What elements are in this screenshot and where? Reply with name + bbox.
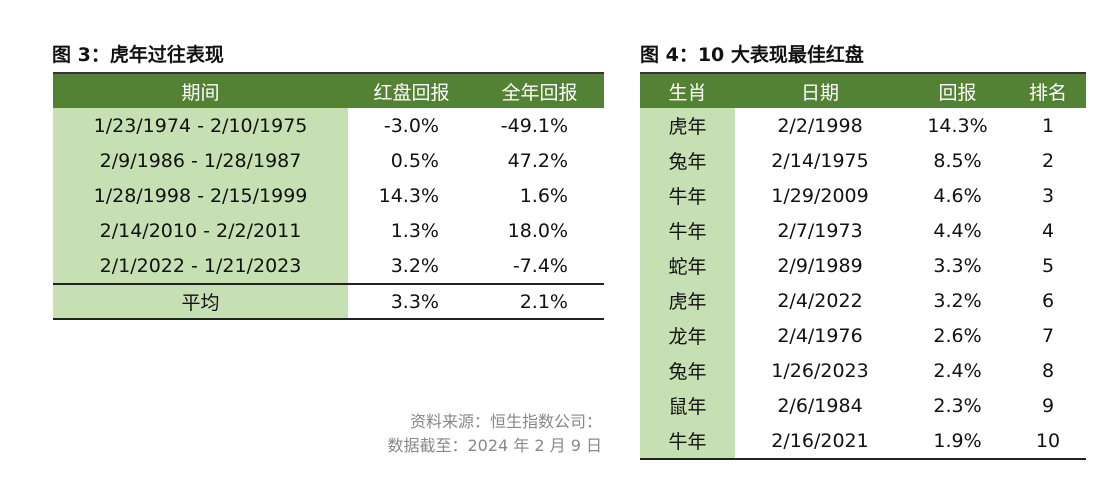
rank-cell: 9 xyxy=(1041,394,1055,417)
zodiac-cell: 兔年 xyxy=(640,143,735,178)
date-cell: 2/4/1976 xyxy=(777,324,863,347)
year-return-cell: -49.1% xyxy=(500,114,568,137)
date-cell: 2/14/1975 xyxy=(771,149,869,172)
date-cell: 2/16/2021 xyxy=(735,423,905,460)
header-rank: 排名 xyxy=(1010,72,1086,108)
period-cell: 1/28/1998 - 2/15/1999 xyxy=(53,178,348,213)
return-cell: 3.2% xyxy=(933,289,982,312)
zodiac-cell: 牛年 xyxy=(640,213,735,248)
return-cell: 8.5% xyxy=(933,149,982,172)
red-return-cell: 1.3% xyxy=(390,219,439,242)
zodiac-cell: 鼠年 xyxy=(640,388,735,423)
rank-cell: 8 xyxy=(1041,359,1055,382)
header-red-return: 红盘回报 xyxy=(348,72,475,108)
table-row: 虎年 2/2/1998 14.3% 1 xyxy=(640,108,1086,143)
period-cell: 2/1/2022 - 1/21/2023 xyxy=(53,248,348,284)
date-cell: 1/26/2023 xyxy=(771,359,869,382)
top10-table: 生肖 日期 回报 排名 虎年 2/2/1998 14.3% 1 兔年 2/14/1975 8… xyxy=(640,72,1086,460)
rank-cell: 3 xyxy=(1041,184,1055,207)
average-red-return: 3.3% xyxy=(348,283,475,320)
period-cell: 2/9/1986 - 1/28/1987 xyxy=(53,143,348,178)
rank-cell: 10 xyxy=(1010,423,1086,460)
table-row: 鼠年 2/6/1984 2.3% 9 xyxy=(640,388,1086,423)
table-row: 牛年 1/29/2009 4.6% 3 xyxy=(640,178,1086,213)
tiger-year-table: 期间 红盘回报 全年回报 1/23/1974 - 2/10/1975 -3.0% -… xyxy=(53,72,604,320)
period-cell: 2/14/2010 - 2/2/2011 xyxy=(53,213,348,248)
header-date: 日期 xyxy=(735,72,905,108)
return-cell: 1.9% xyxy=(905,423,1010,460)
return-cell: 2.4% xyxy=(933,359,982,382)
rank-cell: 5 xyxy=(1041,254,1055,277)
figure-4-title: 图 4：10 大表现最佳红盘 xyxy=(640,44,864,66)
table-row: 2/9/1986 - 1/28/1987 0.5% 47.2% xyxy=(53,143,604,178)
year-return-cell: 18.0% xyxy=(507,219,568,242)
return-cell: 2.6% xyxy=(933,324,982,347)
zodiac-cell: 虎年 xyxy=(640,283,735,318)
table-row: 1/28/1998 - 2/15/1999 14.3% 1.6% xyxy=(53,178,604,213)
table-row: 龙年 2/4/1976 2.6% 7 xyxy=(640,318,1086,353)
period-cell: 1/23/1974 - 2/10/1975 xyxy=(53,108,348,143)
red-return-cell: 14.3% xyxy=(378,184,439,207)
table-row: 牛年 2/16/2021 1.9% 10 xyxy=(640,423,1086,460)
return-cell: 14.3% xyxy=(927,114,988,137)
date-cell: 2/6/1984 xyxy=(777,394,863,417)
return-cell: 3.3% xyxy=(933,254,982,277)
date-cell: 2/9/1989 xyxy=(777,254,863,277)
year-return-cell: 1.6% xyxy=(519,184,568,207)
header-year-return: 全年回报 xyxy=(475,72,604,108)
average-year-return: 2.1% xyxy=(475,283,604,320)
zodiac-cell: 蛇年 xyxy=(640,248,735,283)
table-row: 2/14/2010 - 2/2/2011 1.3% 18.0% xyxy=(53,213,604,248)
date-cell: 2/2/1998 xyxy=(777,114,863,137)
source-line-2: 数据截至：2024 年 2 月 9 日 xyxy=(387,436,602,455)
header-return: 回报 xyxy=(905,72,1010,108)
header-zodiac: 生肖 xyxy=(640,72,735,108)
zodiac-cell: 龙年 xyxy=(640,318,735,353)
return-cell: 2.3% xyxy=(933,394,982,417)
table-row: 2/1/2022 - 1/21/2023 3.2% -7.4% xyxy=(53,248,604,284)
rank-cell: 6 xyxy=(1041,289,1055,312)
return-cell: 4.6% xyxy=(933,184,982,207)
return-cell: 4.4% xyxy=(933,219,982,242)
zodiac-cell: 兔年 xyxy=(640,353,735,388)
average-row: 平均 3.3% 2.1% xyxy=(53,283,604,320)
red-return-cell: -3.0% xyxy=(383,114,439,137)
rank-cell: 4 xyxy=(1041,219,1055,242)
average-label: 平均 xyxy=(53,283,348,320)
table-row: 牛年 2/7/1973 4.4% 4 xyxy=(640,213,1086,248)
zodiac-cell: 虎年 xyxy=(640,108,735,143)
table-row: 兔年 2/14/1975 8.5% 2 xyxy=(640,143,1086,178)
header-period: 期间 xyxy=(53,72,348,108)
rank-cell: 1 xyxy=(1041,114,1055,137)
zodiac-cell: 牛年 xyxy=(640,178,735,213)
date-cell: 2/4/2022 xyxy=(777,289,863,312)
red-return-cell: 3.2% xyxy=(390,254,439,277)
source-note: 资料来源：恒生指数公司： 数据截至：2024 年 2 月 9 日 xyxy=(387,410,602,458)
table-row: 1/23/1974 - 2/10/1975 -3.0% -49.1% xyxy=(53,108,604,143)
figure-3-title: 图 3：虎年过往表现 xyxy=(52,44,224,66)
date-cell: 1/29/2009 xyxy=(771,184,869,207)
rank-cell: 2 xyxy=(1041,149,1055,172)
date-cell: 2/7/1973 xyxy=(777,219,863,242)
zodiac-cell: 牛年 xyxy=(640,423,735,460)
year-return-cell: 47.2% xyxy=(507,149,568,172)
table-row: 蛇年 2/9/1989 3.3% 5 xyxy=(640,248,1086,283)
red-return-cell: 0.5% xyxy=(390,149,439,172)
rank-cell: 7 xyxy=(1041,324,1055,347)
table-row: 虎年 2/4/2022 3.2% 6 xyxy=(640,283,1086,318)
table-row: 兔年 1/26/2023 2.4% 8 xyxy=(640,353,1086,388)
source-line-1: 资料来源：恒生指数公司： xyxy=(409,412,602,431)
year-return-cell: -7.4% xyxy=(512,254,568,277)
